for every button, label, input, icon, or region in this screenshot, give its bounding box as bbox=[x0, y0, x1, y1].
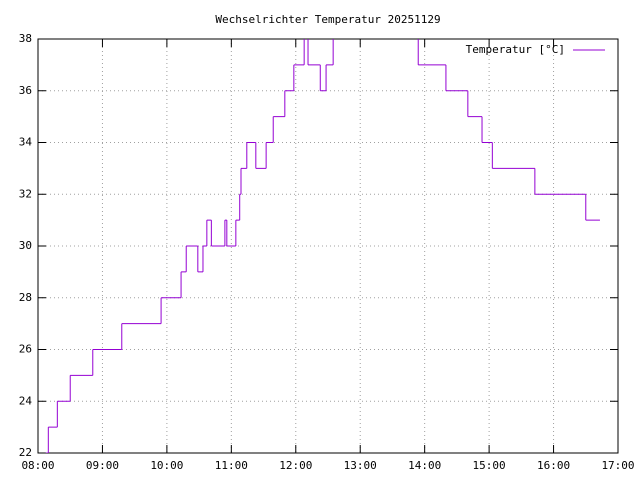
y-tick-label: 30 bbox=[19, 239, 32, 252]
legend-label: Temperatur [°C] bbox=[466, 43, 565, 56]
x-tick-label: 09:00 bbox=[86, 459, 119, 472]
y-tick-label: 22 bbox=[19, 446, 32, 459]
x-tick-label: 11:00 bbox=[215, 459, 248, 472]
x-tick-label: 17:00 bbox=[601, 459, 634, 472]
x-tick-label: 15:00 bbox=[473, 459, 506, 472]
y-tick-label: 32 bbox=[19, 187, 32, 200]
x-tick-label: 08:00 bbox=[21, 459, 54, 472]
y-tick-label: 26 bbox=[19, 343, 32, 356]
x-tick-label: 14:00 bbox=[408, 459, 441, 472]
x-tick-label: 13:00 bbox=[344, 459, 377, 472]
y-tick-label: 38 bbox=[19, 32, 32, 45]
x-tick-label: 16:00 bbox=[537, 459, 570, 472]
y-tick-label: 36 bbox=[19, 84, 32, 97]
plot-border bbox=[37, 38, 619, 454]
y-tick-label: 34 bbox=[19, 136, 33, 149]
x-tick-label: 10:00 bbox=[150, 459, 183, 472]
y-tick-label: 24 bbox=[19, 394, 33, 407]
plot-area bbox=[45, 39, 600, 453]
y-tick-label: 28 bbox=[19, 291, 32, 304]
chart-title: Wechselrichter Temperatur 20251129 bbox=[215, 13, 440, 26]
x-tick-label: 12:00 bbox=[279, 459, 312, 472]
